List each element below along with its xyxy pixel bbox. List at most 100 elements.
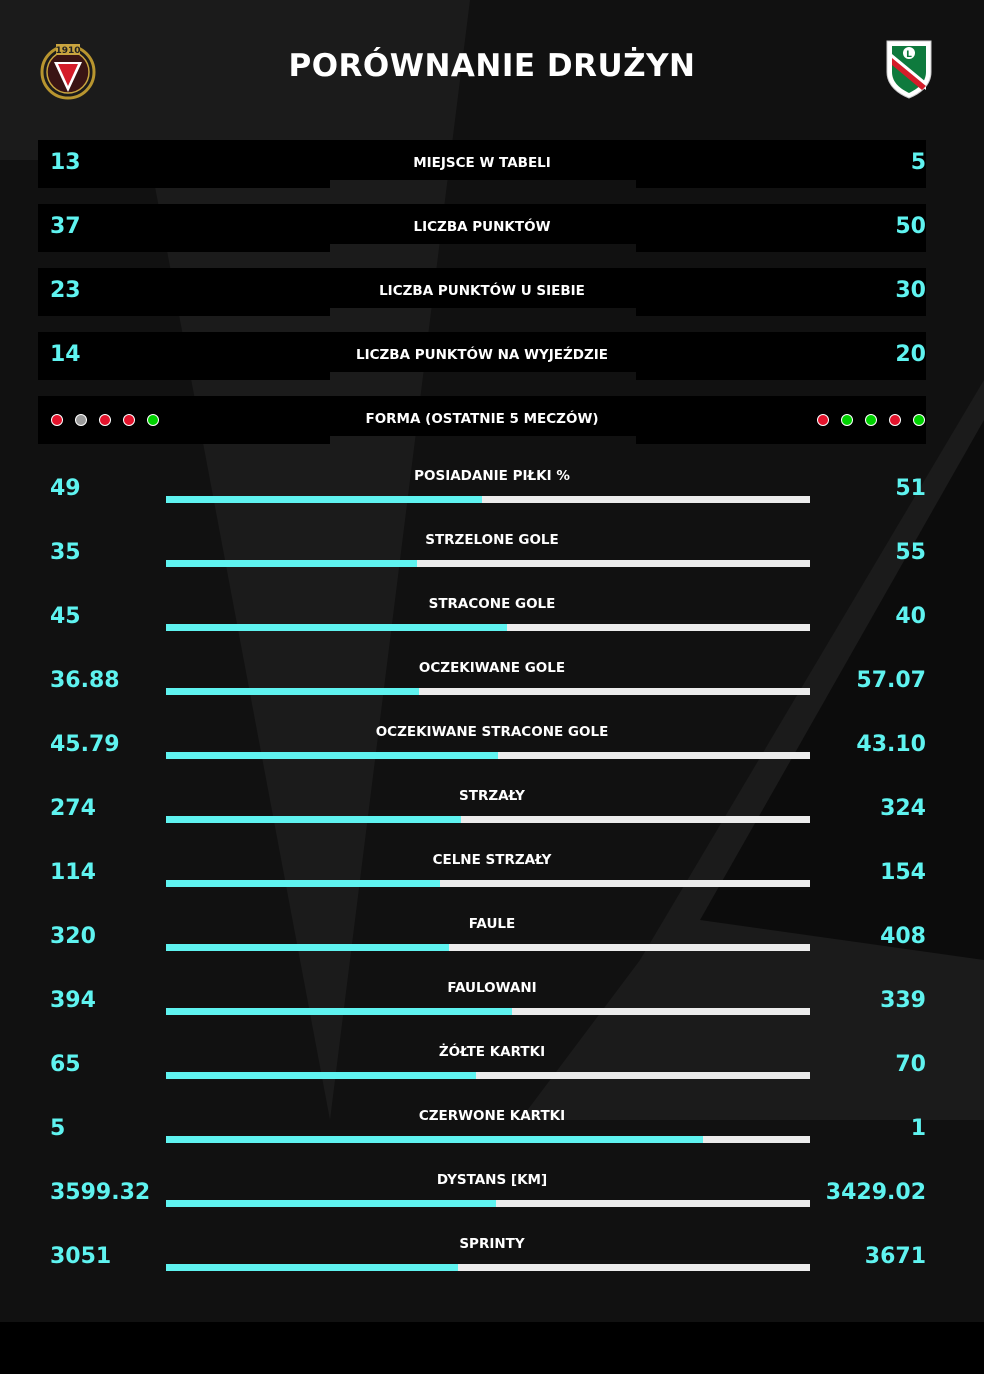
stat-row: 274 STRZAŁY 324: [0, 784, 984, 848]
comparison-bar: [166, 624, 810, 631]
stat-label: LICZBA PUNKTÓW NA WYJEŹDZIE: [355, 347, 609, 363]
stat-label: CELNE STRZAŁY: [432, 852, 552, 868]
away-value: 3429.02: [825, 1180, 926, 1205]
home-share-fill: [166, 1136, 703, 1143]
home-share-fill: [166, 688, 419, 695]
away-value: 40: [895, 604, 926, 629]
away-value: 30: [895, 278, 926, 303]
away-value: 57.07: [856, 668, 926, 693]
comparison-bar: [166, 1136, 810, 1143]
away-value: 5: [910, 150, 926, 175]
home-share-fill: [166, 880, 440, 887]
form-row: FORMA (OSTATNIE 5 MECZÓW): [38, 396, 926, 444]
home-value: 35: [50, 540, 81, 565]
form-result-dot: [913, 414, 925, 426]
home-value: 5: [50, 1116, 66, 1141]
comparison-bar: [166, 1072, 810, 1079]
home-share-fill: [166, 1264, 459, 1271]
stat-label: LICZBA PUNKTÓW U SIEBIE: [379, 283, 585, 299]
stat-label: STRZELONE GOLE: [425, 532, 559, 548]
stat-label: DYSTANS [KM]: [436, 1172, 548, 1188]
home-value: 114: [50, 860, 96, 885]
away-value: 50: [895, 214, 926, 239]
stat-row: 65 ŻÓŁTE KARTKI 70: [0, 1040, 984, 1104]
stat-row: 320 FAULE 408: [0, 912, 984, 976]
stat-row: 3599.32 DYSTANS [KM] 3429.02: [0, 1168, 984, 1232]
home-share-fill: [166, 560, 417, 567]
home-value: 13: [50, 150, 81, 175]
home-value: 320: [50, 924, 96, 949]
home-value: 3051: [50, 1244, 112, 1269]
away-value: 154: [880, 860, 926, 885]
info-row: 13 MIEJSCE W TABELI 5: [38, 140, 926, 188]
away-value: 3671: [864, 1244, 926, 1269]
home-share-fill: [166, 1008, 513, 1015]
away-value: 339: [880, 988, 926, 1013]
stat-label: POSIADANIE PIŁKI %: [414, 468, 570, 484]
away-value: 55: [895, 540, 926, 565]
widzew-crest-text: 1910: [55, 46, 80, 56]
away-value: 20: [895, 342, 926, 367]
form-result-dot: [865, 414, 877, 426]
form-result-dot: [817, 414, 829, 426]
away-value: 43.10: [856, 732, 926, 757]
stat-label: OCZEKIWANE STRACONE GOLE: [375, 724, 609, 740]
stat-label: STRACONE GOLE: [428, 596, 556, 612]
info-row: 23 LICZBA PUNKTÓW U SIEBIE 30: [38, 268, 926, 316]
home-share-fill: [166, 752, 498, 759]
comparison-bar: [166, 560, 810, 567]
stat-label: FAULOWANI: [447, 980, 537, 996]
home-value: 45: [50, 604, 81, 629]
comparison-bar: [166, 496, 810, 503]
away-value: 1: [910, 1116, 926, 1141]
comparison-bar: [166, 944, 810, 951]
form-result-dot: [75, 414, 87, 426]
stat-label: OCZEKIWANE GOLE: [418, 660, 566, 676]
home-share-fill: [166, 816, 462, 823]
comparison-bar: [166, 1264, 810, 1271]
away-value: 324: [880, 796, 926, 821]
info-row: 14 LICZBA PUNKTÓW NA WYJEŹDZIE 20: [38, 332, 926, 380]
home-value: 37: [50, 214, 81, 239]
info-row: 37 LICZBA PUNKTÓW 50: [38, 204, 926, 252]
legia-crest-icon: L: [886, 40, 932, 99]
stat-row: 45.79 OCZEKIWANE STRACONE GOLE 43.10: [0, 720, 984, 784]
stat-row: 394 FAULOWANI 339: [0, 976, 984, 1040]
home-form-dots: [51, 414, 159, 426]
home-value: 65: [50, 1052, 81, 1077]
stat-label: MIEJSCE W TABELI: [413, 155, 551, 171]
stat-row: 3051 SPRINTY 3671: [0, 1232, 984, 1296]
comparison-bar: [166, 1008, 810, 1015]
home-value: 14: [50, 342, 81, 367]
home-share-fill: [166, 624, 507, 631]
away-form-dots: [817, 414, 925, 426]
page-title: PORÓWNANIE DRUŻYN: [288, 48, 696, 84]
stat-row: 49 POSIADANIE PIŁKI % 51: [0, 464, 984, 528]
form-result-dot: [123, 414, 135, 426]
home-value: 49: [50, 476, 81, 501]
comparison-panel: 1910 PORÓWNANIE DRUŻYN L 13 MIEJSCE W TAB…: [0, 0, 984, 1322]
stat-label: STRZAŁY: [459, 788, 525, 804]
comparison-bar: [166, 752, 810, 759]
stat-label: CZERWONE KARTKI: [418, 1108, 566, 1124]
away-value: 51: [895, 476, 926, 501]
stat-row: 5 CZERWONE KARTKI 1: [0, 1104, 984, 1168]
home-share-fill: [166, 1072, 477, 1079]
form-result-dot: [99, 414, 111, 426]
comparison-bar: [166, 816, 810, 823]
stat-row: 45 STRACONE GOLE 40: [0, 592, 984, 656]
header: 1910 PORÓWNANIE DRUŻYN L: [0, 0, 984, 140]
home-value: 45.79: [50, 732, 120, 757]
comparison-bar: [166, 1200, 810, 1207]
stat-row: 36.88 OCZEKIWANE GOLE 57.07: [0, 656, 984, 720]
form-result-dot: [147, 414, 159, 426]
legia-crest-text: L: [906, 50, 912, 60]
widzew-crest-icon: 1910: [40, 44, 96, 100]
home-value: 36.88: [50, 668, 120, 693]
stat-label: ŻÓŁTE KARTKI: [438, 1044, 546, 1060]
away-value: 70: [895, 1052, 926, 1077]
home-share-fill: [166, 496, 482, 503]
away-value: 408: [880, 924, 926, 949]
comparison-bar: [166, 880, 810, 887]
form-label: FORMA (OSTATNIE 5 MECZÓW): [365, 411, 599, 427]
